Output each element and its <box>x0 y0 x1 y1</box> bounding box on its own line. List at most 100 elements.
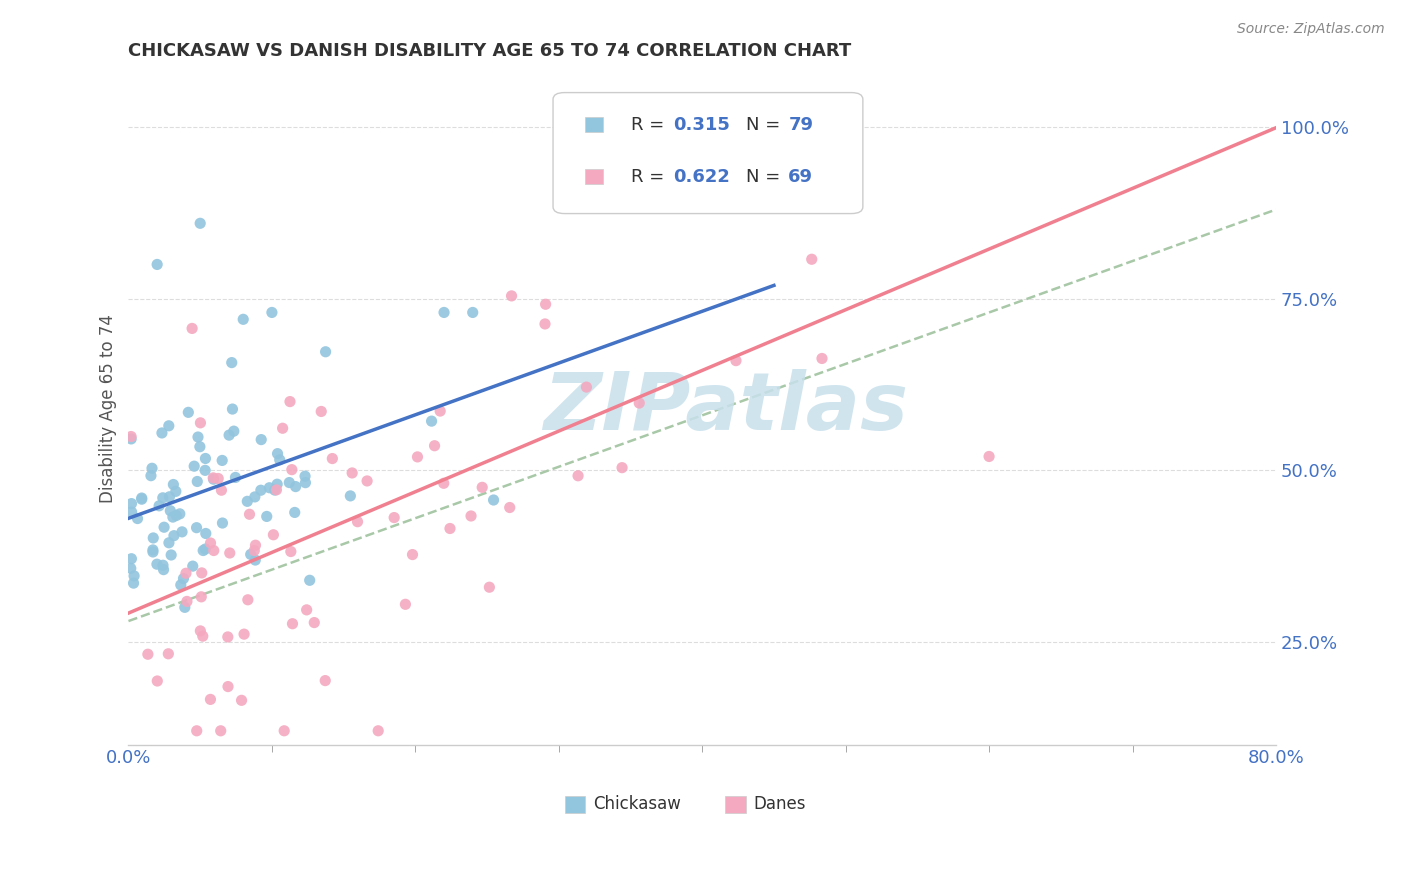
Point <box>194 542 217 557</box>
Point <box>218 546 240 560</box>
Point <box>295 603 318 617</box>
Point <box>183 459 205 474</box>
Point <box>142 531 165 545</box>
Point <box>224 470 246 484</box>
Point <box>309 404 332 418</box>
Point <box>314 673 336 688</box>
Point <box>382 510 405 524</box>
Point <box>202 472 225 486</box>
Point <box>177 405 200 419</box>
Point <box>266 447 288 461</box>
Point <box>239 548 262 562</box>
Point <box>460 508 482 523</box>
Point <box>190 566 212 580</box>
Point <box>221 402 243 417</box>
Point <box>172 572 194 586</box>
Point <box>284 480 307 494</box>
Point <box>169 507 191 521</box>
Point <box>256 509 278 524</box>
Point <box>120 429 142 443</box>
Point <box>120 551 142 566</box>
Point <box>131 491 153 505</box>
Bar <box>565 797 585 813</box>
Point <box>298 574 321 588</box>
Point <box>356 474 378 488</box>
Point <box>200 536 222 550</box>
Text: 69: 69 <box>789 168 813 186</box>
Point <box>236 494 259 508</box>
Point <box>121 497 143 511</box>
Point <box>218 428 240 442</box>
Point <box>281 616 304 631</box>
Point <box>187 430 209 444</box>
Y-axis label: Disability Age 65 to 74: Disability Age 65 to 74 <box>100 314 117 503</box>
Point <box>811 351 834 366</box>
Point <box>148 499 170 513</box>
Point <box>146 673 169 688</box>
Point <box>162 510 184 524</box>
Point <box>273 723 295 738</box>
Point <box>186 521 208 535</box>
Point <box>186 475 208 489</box>
Point <box>724 353 747 368</box>
Point <box>567 468 589 483</box>
Point <box>181 321 204 335</box>
Point <box>209 723 232 738</box>
Point <box>482 493 505 508</box>
Point <box>221 356 243 370</box>
Point <box>142 545 165 559</box>
Text: N =: N = <box>745 168 786 186</box>
Bar <box>585 169 603 184</box>
Point <box>174 566 197 581</box>
Point <box>401 548 423 562</box>
Point <box>471 480 494 494</box>
Point <box>190 590 212 604</box>
Point <box>499 500 522 515</box>
Point <box>157 647 180 661</box>
Text: R =: R = <box>631 168 671 186</box>
Point <box>165 484 187 499</box>
Point <box>433 305 456 319</box>
Point <box>245 538 267 552</box>
Point <box>157 536 180 550</box>
Point <box>977 450 1000 464</box>
Point <box>173 600 195 615</box>
Text: Chickasaw: Chickasaw <box>593 795 681 813</box>
Point <box>406 450 429 464</box>
Point <box>146 558 169 572</box>
Text: 0.315: 0.315 <box>673 116 730 134</box>
Point <box>433 476 456 491</box>
Point <box>194 451 217 466</box>
Text: Source: ZipAtlas.com: Source: ZipAtlas.com <box>1237 22 1385 37</box>
Point <box>800 252 823 267</box>
Point <box>278 475 301 490</box>
Text: N =: N = <box>745 116 786 134</box>
Point <box>217 630 239 644</box>
Point <box>207 471 229 485</box>
Point <box>122 576 145 591</box>
Point <box>304 615 326 630</box>
Point <box>245 553 267 567</box>
Point <box>478 580 501 594</box>
Point <box>367 723 389 738</box>
Point <box>163 529 186 543</box>
Point <box>610 460 633 475</box>
Point <box>186 723 208 738</box>
Point <box>339 489 361 503</box>
Point <box>202 543 225 558</box>
Point <box>165 508 187 523</box>
Point <box>136 647 159 661</box>
Point <box>250 483 273 498</box>
Point <box>142 543 165 558</box>
Point <box>259 481 281 495</box>
Point <box>217 680 239 694</box>
Point <box>534 297 557 311</box>
Point <box>243 543 266 558</box>
Text: CHICKASAW VS DANISH DISABILITY AGE 65 TO 74 CORRELATION CHART: CHICKASAW VS DANISH DISABILITY AGE 65 TO… <box>128 42 852 60</box>
Text: R =: R = <box>631 116 671 134</box>
Point <box>346 515 368 529</box>
Point <box>534 317 557 331</box>
Point <box>152 558 174 573</box>
Point <box>170 524 193 539</box>
Point <box>340 466 363 480</box>
